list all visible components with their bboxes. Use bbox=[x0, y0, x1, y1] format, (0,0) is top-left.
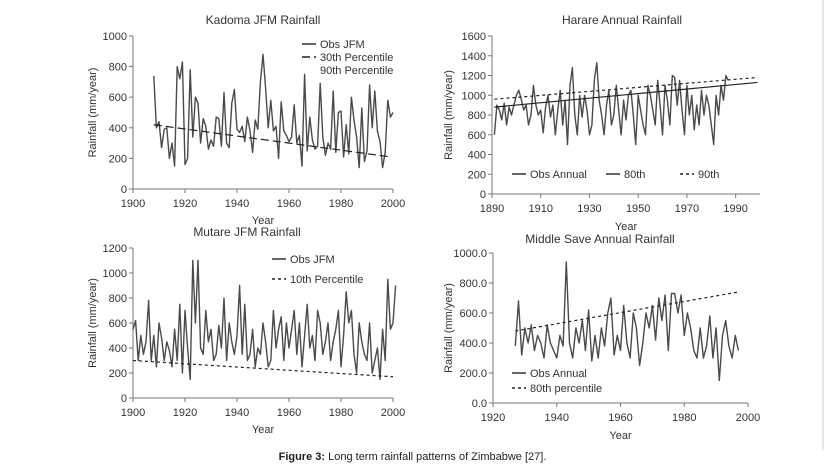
x-tick-label: 1990 bbox=[723, 203, 747, 215]
y-tick-label: 1000.0 bbox=[453, 248, 487, 260]
trend-line-1 bbox=[515, 292, 738, 331]
legend-label: Obs Annual bbox=[530, 368, 587, 380]
y-axis-label: Rainfall (mm/year) bbox=[443, 70, 455, 160]
x-tick-label: 1960 bbox=[608, 412, 632, 424]
figure-caption-text: Long term rainfall patterns of Zimbabwe … bbox=[328, 451, 546, 463]
chart-kadoma: Kadoma JFM Rainfall 0 200 400 600 800 1000 1900… bbox=[87, 13, 405, 227]
y-tick-label: 400 bbox=[468, 150, 486, 162]
y-tick-label: 0 bbox=[121, 393, 127, 405]
legend-label: 10th Percentile bbox=[290, 274, 363, 286]
x-tick-label: 1950 bbox=[626, 203, 650, 215]
y-tick-label: 1000 bbox=[462, 90, 486, 102]
figure-frame: Kadoma JFM Rainfall 0 200 400 600 800 1000 1900… bbox=[0, 0, 825, 468]
x-tick-label: 1900 bbox=[121, 198, 145, 210]
legend-label: 90th Percentile bbox=[320, 65, 393, 77]
legend-label: Obs JFM bbox=[320, 39, 365, 51]
x-tick-label: 1980 bbox=[672, 412, 696, 424]
y-tick-label: 800 bbox=[109, 62, 127, 74]
y-axis-label: Rainfall (mm/year) bbox=[87, 68, 99, 158]
y-tick-label: 1200 bbox=[462, 71, 486, 83]
y-tick-label: 400 bbox=[109, 123, 127, 135]
y-axis-label: Rainfall (mm/year) bbox=[443, 283, 455, 373]
chart-middle-save: Middle Save Annual Rainfall 0.0 200.0 400.0… bbox=[443, 232, 760, 442]
x-tick-label: 1980 bbox=[329, 407, 353, 419]
legend-label: 30th Percentile bbox=[320, 52, 393, 64]
x-axis-label: Year bbox=[252, 424, 275, 436]
y-tick-label: 600 bbox=[468, 130, 486, 142]
y-tick-label: 600 bbox=[109, 92, 127, 104]
chart-title: Harare Annual Rainfall bbox=[562, 13, 682, 27]
x-tick-label: 1920 bbox=[481, 412, 505, 424]
y-tick-label: 200.0 bbox=[459, 368, 487, 380]
x-tick-label: 1910 bbox=[528, 203, 552, 215]
y-tick-label: 0 bbox=[121, 184, 127, 196]
y-tick-label: 200 bbox=[109, 153, 127, 165]
x-tick-label: 1890 bbox=[480, 203, 504, 215]
y-tick-label: 400 bbox=[109, 343, 127, 355]
chart-title: Kadoma JFM Rainfall bbox=[206, 13, 321, 27]
figure-caption-label: Figure 3: bbox=[279, 451, 325, 463]
x-tick-label: 1980 bbox=[329, 198, 353, 210]
x-tick-label: 2000 bbox=[736, 412, 760, 424]
x-tick-label: 1960 bbox=[277, 407, 301, 419]
chart-title: Mutare JFM Rainfall bbox=[193, 225, 300, 239]
y-tick-label: 1000 bbox=[103, 268, 127, 280]
y-tick-label: 200 bbox=[468, 169, 486, 181]
legend-label: Obs Annual bbox=[530, 169, 587, 181]
y-tick-label: 0 bbox=[480, 189, 486, 201]
y-tick-label: 1600 bbox=[462, 31, 486, 43]
x-axis-label: Year bbox=[609, 430, 632, 442]
figure-caption: Figure 3: Long term rainfall patterns of… bbox=[0, 451, 825, 463]
y-tick-label: 600 bbox=[109, 318, 127, 330]
y-tick-label: 800 bbox=[468, 110, 486, 122]
rainfall-figure: Kadoma JFM Rainfall 0 200 400 600 800 1000 1900… bbox=[0, 0, 825, 450]
x-tick-label: 1940 bbox=[545, 412, 569, 424]
y-tick-label: 0.0 bbox=[472, 398, 487, 410]
legend-label: 80th percentile bbox=[530, 383, 602, 395]
y-tick-label: 400.0 bbox=[459, 338, 487, 350]
chart-mutare: Mutare JFM Rainfall 0 200 400 600 800 1000 1200… bbox=[87, 225, 405, 436]
legend-label: 90th bbox=[698, 169, 719, 181]
x-tick-label: 1900 bbox=[121, 407, 145, 419]
legend-label: Obs JFM bbox=[290, 254, 335, 266]
chart-harare: Harare Annual Rainfall 0 200 400 600 800 1000 1… bbox=[443, 13, 760, 233]
x-tick-label: 1920 bbox=[173, 407, 197, 419]
x-tick-label: 1940 bbox=[225, 407, 249, 419]
x-tick-label: 2000 bbox=[381, 407, 405, 419]
x-tick-label: 1940 bbox=[225, 198, 249, 210]
x-tick-label: 1930 bbox=[577, 203, 601, 215]
legend-label: 80th bbox=[624, 169, 645, 181]
y-axis-label: Rainfall (mm/year) bbox=[87, 278, 99, 368]
y-tick-label: 1200 bbox=[103, 243, 127, 255]
y-tick-label: 200 bbox=[109, 368, 127, 380]
y-tick-label: 800.0 bbox=[459, 278, 487, 290]
series-line-observed bbox=[515, 262, 738, 381]
x-tick-label: 1960 bbox=[277, 198, 301, 210]
y-tick-label: 800 bbox=[109, 293, 127, 305]
chart-title: Middle Save Annual Rainfall bbox=[525, 232, 674, 246]
y-tick-label: 600.0 bbox=[459, 308, 487, 320]
x-tick-label: 1970 bbox=[675, 203, 699, 215]
x-tick-label: 2000 bbox=[381, 198, 405, 210]
y-tick-label: 1400 bbox=[462, 51, 486, 63]
x-tick-label: 1920 bbox=[173, 198, 197, 210]
y-tick-label: 1000 bbox=[103, 31, 127, 43]
